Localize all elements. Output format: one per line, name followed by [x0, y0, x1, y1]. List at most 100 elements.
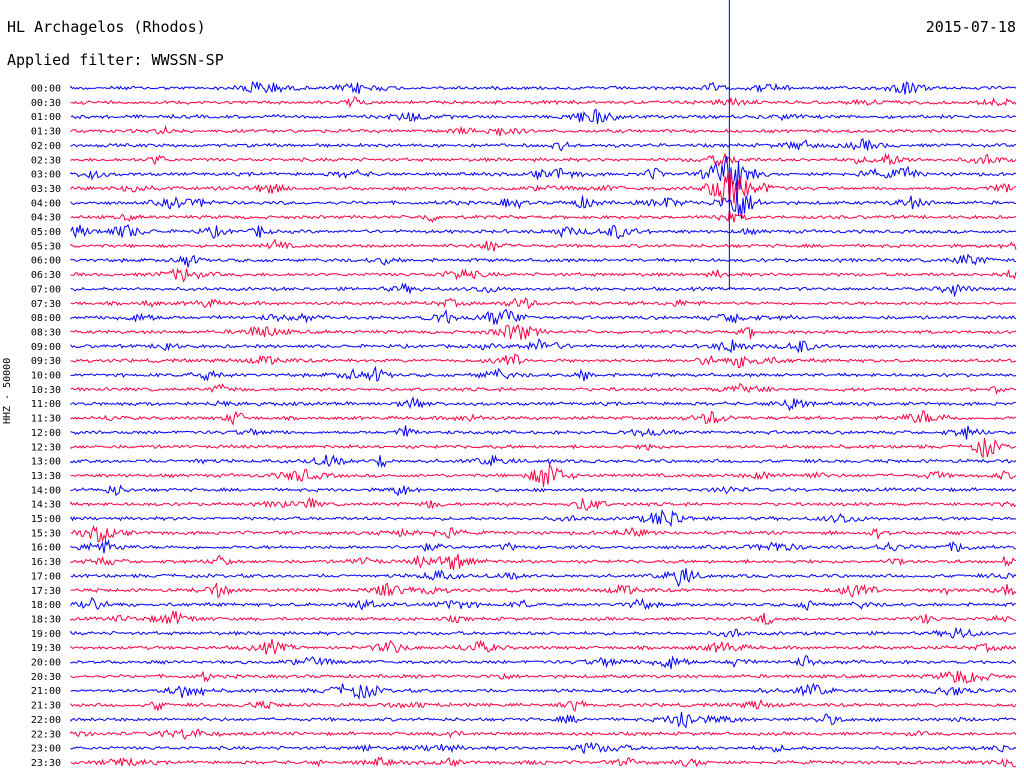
time-label: 03:30	[31, 184, 61, 195]
time-label: 00:00	[31, 84, 61, 95]
time-label: 17:30	[31, 586, 61, 597]
trace-line	[70, 568, 1017, 588]
trace-line	[70, 353, 1017, 369]
time-label: 02:00	[31, 141, 61, 152]
time-label: 10:00	[31, 371, 61, 382]
trace-line	[70, 395, 1017, 412]
trace-line	[70, 138, 1016, 152]
trace-line	[70, 297, 1017, 309]
trace-line	[70, 365, 1017, 382]
time-label: 04:30	[31, 213, 61, 224]
time-label: 15:30	[31, 528, 61, 539]
trace-line	[70, 224, 1017, 240]
time-label: 18:00	[31, 600, 61, 611]
station-name: HL Archagelos (Rhodos)	[7, 18, 206, 36]
filter-label: Applied filter: WWSSN-SP	[7, 51, 224, 69]
time-label: 07:30	[31, 299, 61, 310]
trace-line	[70, 509, 1017, 528]
trace-line	[70, 409, 1016, 426]
trace-line	[70, 210, 1017, 224]
time-label: 04:00	[31, 198, 61, 209]
time-labels: 00:00 00:30 01:00 01:30 02:00 02:30 03:00 03:30…	[31, 84, 61, 769]
time-label: 19:00	[31, 629, 61, 640]
trace-line	[70, 497, 1017, 512]
trace-line	[70, 323, 1017, 340]
trace-line	[70, 96, 1017, 109]
time-label: 09:00	[31, 342, 61, 353]
trace-line	[70, 124, 1017, 137]
trace-line	[70, 524, 1017, 543]
time-label: 18:30	[31, 614, 61, 625]
trace-line	[70, 171, 1017, 209]
time-label: 12:00	[31, 428, 61, 439]
time-label: 08:30	[31, 327, 61, 338]
time-label: 00:30	[31, 98, 61, 109]
time-label: 20:30	[31, 672, 61, 683]
trace-line	[70, 382, 1016, 395]
time-label: 17:00	[31, 571, 61, 582]
time-label: 10:30	[31, 385, 61, 396]
trace-line	[70, 267, 1017, 283]
time-label: 19:30	[31, 643, 61, 654]
trace-line	[70, 438, 1017, 459]
trace-line	[70, 155, 1017, 207]
trace-line	[70, 682, 1017, 700]
time-label: 01:00	[31, 112, 61, 123]
trace-line	[70, 553, 1017, 571]
trace-line	[70, 670, 1017, 684]
time-label: 14:00	[31, 485, 61, 496]
time-label: 21:30	[31, 701, 61, 712]
trace-line	[70, 282, 1017, 298]
time-label: 23:00	[31, 744, 61, 755]
trace-line	[70, 425, 1016, 440]
trace-line	[70, 596, 1016, 611]
trace-line	[70, 191, 1017, 219]
trace-line	[70, 454, 1017, 469]
trace-line	[70, 756, 1017, 768]
time-label: 03:00	[31, 170, 61, 181]
trace-lines	[70, 80, 1017, 768]
time-label: 06:30	[31, 270, 61, 281]
trace-line	[70, 698, 1017, 713]
trace-line	[70, 539, 1017, 554]
time-label: 02:30	[31, 155, 61, 166]
trace-line	[70, 338, 1017, 354]
time-label: 06:00	[31, 256, 61, 267]
time-label: 22:00	[31, 715, 61, 726]
time-label: 08:00	[31, 313, 61, 324]
time-label: 13:30	[31, 471, 61, 482]
time-label: 05:30	[31, 241, 61, 252]
trace-line	[70, 308, 1017, 326]
trace-line	[70, 582, 1017, 599]
trace-line	[70, 253, 1017, 268]
time-label: 14:30	[31, 500, 61, 511]
time-label: 22:30	[31, 729, 61, 740]
time-label: 11:00	[31, 399, 61, 410]
trace-line	[70, 654, 1017, 670]
time-label: 23:30	[31, 758, 61, 769]
trace-line	[70, 626, 1017, 639]
time-label: 01:30	[31, 127, 61, 138]
trace-line	[70, 741, 1017, 755]
trace-line	[70, 462, 1017, 488]
time-label: 05:00	[31, 227, 61, 238]
trace-line	[70, 80, 1017, 95]
time-label: 15:00	[31, 514, 61, 525]
time-label: 11:30	[31, 414, 61, 425]
time-label: 16:30	[31, 557, 61, 568]
time-label: 16:00	[31, 543, 61, 554]
trace-line	[70, 152, 1017, 168]
trace-line	[70, 639, 1017, 655]
time-label: 12:30	[31, 442, 61, 453]
trace-line	[70, 484, 1017, 497]
trace-line	[70, 610, 1017, 625]
time-label: 21:00	[31, 686, 61, 697]
trace-line	[70, 728, 1017, 740]
time-label: 20:00	[31, 658, 61, 669]
time-label: 13:00	[31, 457, 61, 468]
record-date: 2015-07-18	[925, 18, 1016, 36]
time-label: 09:30	[31, 356, 61, 367]
trace-line	[70, 238, 1017, 252]
trace-line	[70, 108, 1017, 125]
